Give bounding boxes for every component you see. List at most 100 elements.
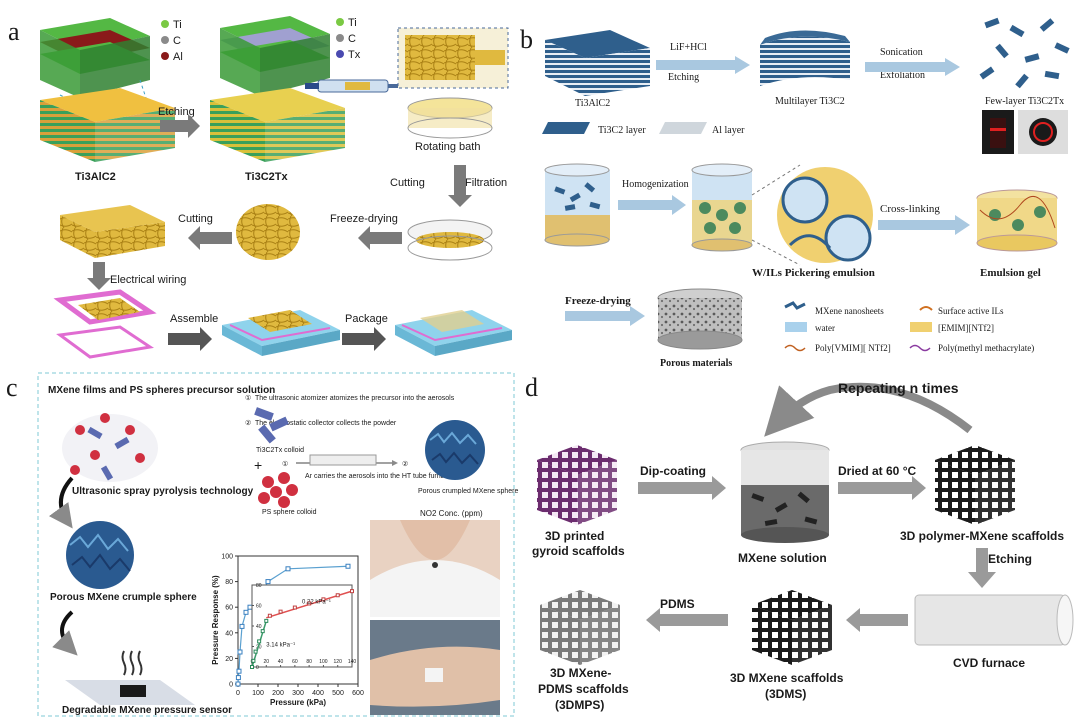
atom-stack-2 (220, 16, 330, 96)
c-dot-icon (161, 36, 169, 44)
inset-x-tick-label: 120 (334, 659, 343, 665)
x-tick-label: 600 (352, 690, 364, 697)
polymer-mxene-scaffold-icon (935, 445, 1015, 525)
step2-arrow-number: ② (402, 460, 408, 468)
c-dot-icon (336, 34, 344, 42)
syringe-icon (305, 79, 402, 93)
data-point (345, 563, 351, 569)
y-tick-label: 100 (221, 554, 233, 561)
mxene-scaffolds-label-1: 3D MXene scaffolds (730, 671, 844, 685)
panel-c-border (37, 372, 515, 717)
y-tick-label: 20 (225, 656, 233, 663)
legend-water: water (815, 323, 835, 333)
annotation-low: 3.14 kPa⁻¹ (266, 643, 295, 649)
ti-dot-icon (336, 18, 344, 26)
b-freeze-drying-label: Freeze-drying (565, 295, 631, 307)
inset-point (264, 618, 269, 623)
panel-c-letter: c (6, 373, 18, 402)
legend-emim: [EMIM][NTf2] (938, 323, 994, 333)
filtration-label: Filtration (465, 177, 507, 189)
plus-sign: + (254, 457, 262, 473)
rotating-bath-label: Rotating bath (415, 141, 480, 153)
etching-arrow-icon (160, 114, 200, 138)
printed-label-1: 3D printed (545, 529, 604, 543)
crosslinking-label: Cross-linking (880, 203, 940, 215)
y-axis-label: Pressure Response (%) (211, 575, 220, 665)
cutting-label-top: Cutting (390, 177, 425, 189)
inset-point (278, 609, 283, 614)
panel-c: c MXene films and PS spheres precursor s… (6, 372, 518, 717)
y-tick-label: 80 (225, 579, 233, 586)
data-point (247, 604, 253, 610)
inset-x-tick-label: 140 (348, 659, 357, 665)
y-tick-label: 40 (225, 630, 233, 637)
vial-photos (982, 110, 1068, 154)
ti3alc2-layers-icon (545, 30, 650, 96)
data-point (243, 609, 249, 615)
pickering-zoom-icon (751, 164, 873, 266)
freeze-drying-label: Freeze-drying (330, 213, 398, 225)
right-arrow-icon (565, 306, 645, 326)
legend-pmma: Poly(methyl methacrylate) (938, 343, 1034, 353)
few-layer-flakes-icon (979, 17, 1070, 89)
exfoliation-label: Exfoliation (880, 70, 925, 81)
inset-point (257, 639, 262, 644)
d-etching-label: Etching (988, 552, 1032, 566)
down-arrow-icon (968, 548, 996, 588)
legend-tx: Tx (348, 49, 361, 61)
right-arrow-icon (168, 327, 212, 351)
down-arrow-icon (448, 165, 472, 207)
step2-label: The electrostatic collector collects the… (255, 420, 397, 427)
multilayer-icon (760, 30, 850, 86)
panel-b: b Ti3AlC2 LiF+HCl Etching Multilayer Ti3… (520, 17, 1070, 369)
inset-x-tick-label: 40 (278, 659, 284, 665)
ps-colloid-icon (258, 472, 298, 508)
inset-point (251, 658, 256, 663)
packaged-sensor-icon (395, 310, 512, 356)
curved-arrow-icon (52, 610, 78, 656)
x-tick-label: 500 (332, 690, 344, 697)
inset-point (321, 597, 326, 602)
inset-y-tick-label: 20 (256, 645, 262, 651)
ti3alc2-label: Ti3AlC2 (75, 171, 116, 183)
pdms-label-1: 3D MXene- (550, 666, 611, 680)
right-arrow-icon (838, 476, 926, 500)
inset-point (292, 605, 297, 610)
tube-furnace-icon (309, 454, 377, 466)
fiber-block-icon (60, 205, 165, 258)
few-layer-label: Few-layer Ti3C2Tx (985, 96, 1064, 107)
multilayer-label: Multilayer Ti3C2 (775, 96, 845, 107)
electrical-wiring-label: Electrical wiring (110, 274, 186, 286)
legend-ti: Ti (173, 19, 182, 31)
ti3c2tx-label: Ti3C2Tx (245, 171, 288, 183)
right-arrow-icon (618, 195, 686, 215)
rotating-bath-icon (407, 97, 493, 139)
step1-label: The ultrasonic atomizer atomizes the pre… (255, 395, 455, 402)
right-arrow-icon (638, 476, 726, 500)
ar-label: Ar carries the aerosols into the HT tube… (305, 473, 452, 480)
assembled-sensor-icon (222, 310, 340, 356)
mxene-pdms-scaffold-icon (540, 590, 620, 665)
panel-b-letter: b (520, 25, 533, 54)
sonication-label: Sonication (880, 47, 923, 58)
inset-x-tick-label: 80 (306, 659, 312, 665)
porous-materials-label: Porous materials (660, 358, 732, 369)
homogenization-label: Homogenization (622, 179, 689, 190)
x-axis-label: Pressure (kPa) (270, 698, 326, 707)
right-arrow-icon (878, 215, 970, 235)
inset-point (253, 649, 258, 654)
down-arrow-icon (87, 262, 111, 290)
crumple-sphere-icon (66, 521, 134, 589)
right-arrow-icon (865, 58, 960, 76)
porous-cylinder-icon (657, 288, 743, 350)
pressure-chart: 0 100 200 300 400 500 600020406080100Pressure … (211, 554, 364, 708)
legend-poly-vmim: Poly[VMIM][ NTf2] (815, 343, 891, 353)
porous-sphere-icon (425, 420, 485, 480)
surface-ils-icon (919, 306, 933, 311)
tx-dot-icon (336, 50, 344, 58)
dried-label: Dried at 60 °C (838, 464, 916, 478)
data-point (285, 566, 291, 572)
mxene-scaffold-icon (752, 590, 832, 665)
fiber-ball-icon (236, 204, 300, 260)
inset-point (250, 665, 254, 669)
